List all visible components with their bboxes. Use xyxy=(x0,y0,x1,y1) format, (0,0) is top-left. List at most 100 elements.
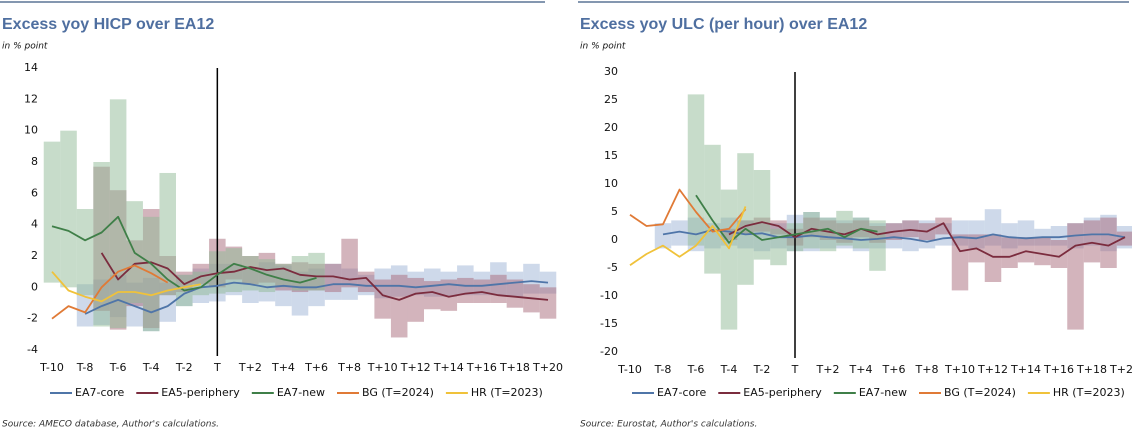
y-tick-label: -2 xyxy=(27,312,38,325)
x-tick-label: T xyxy=(213,361,221,374)
legend-label: BG (T=2024) xyxy=(944,386,1016,399)
range-band xyxy=(539,287,557,319)
range-band xyxy=(242,256,259,291)
chart-note: Source: Eurostat, Author's calculations. xyxy=(580,420,757,430)
y-tick-label: 10 xyxy=(24,124,38,137)
y-tick-label: 15 xyxy=(604,149,618,162)
x-tick-label: T+2 xyxy=(816,363,840,376)
x-tick-label: T-2 xyxy=(753,363,771,376)
range-band xyxy=(720,189,738,330)
range-band xyxy=(76,209,94,296)
series-line xyxy=(100,252,549,301)
chart-subtitle: in % point xyxy=(2,42,48,52)
y-tick-label: -5 xyxy=(607,261,618,274)
series-line xyxy=(695,194,878,244)
y-tick-label: -20 xyxy=(600,345,618,358)
series-line xyxy=(629,188,747,233)
legend-label: HR (T=2023) xyxy=(471,386,543,399)
y-tick-label: 4 xyxy=(31,218,38,231)
range-band xyxy=(457,277,474,303)
x-tick-label: T+4 xyxy=(271,361,295,374)
x-tick-label: T+20 xyxy=(1109,363,1132,376)
chart-note: Source: AMECO database, Author's calcula… xyxy=(2,420,219,430)
y-tick-label: 14 xyxy=(24,61,38,74)
range-band xyxy=(770,228,787,266)
x-tick-label: T+2 xyxy=(238,361,262,374)
y-tick-label: 8 xyxy=(31,155,38,168)
range-band xyxy=(43,141,61,283)
range-band xyxy=(1034,237,1051,266)
x-tick-label: T xyxy=(791,363,799,376)
x-tick-label: T+8 xyxy=(915,363,939,376)
range-band xyxy=(1083,220,1101,263)
range-band xyxy=(60,130,77,288)
range-band xyxy=(704,144,721,274)
range-band xyxy=(1067,223,1084,330)
series-line xyxy=(51,264,169,320)
x-tick-label: T+18 xyxy=(1076,363,1107,376)
range-band xyxy=(109,99,127,329)
x-tick-label: T+18 xyxy=(499,361,530,374)
range-band xyxy=(737,153,754,285)
x-tick-label: T+12 xyxy=(977,363,1008,376)
range-band xyxy=(506,279,524,308)
legend-label: EA5-periphery xyxy=(161,386,240,399)
range-band xyxy=(654,223,672,249)
x-tick-label: T-8 xyxy=(654,363,672,376)
series-line xyxy=(84,280,549,315)
legend-label: EA7-core xyxy=(657,386,707,399)
series-line xyxy=(728,221,1126,258)
range-band xyxy=(341,238,358,288)
series-line xyxy=(629,206,747,266)
y-tick-label: 0 xyxy=(31,280,38,293)
range-band xyxy=(1017,237,1035,263)
range-band xyxy=(308,252,325,291)
range-band xyxy=(869,220,886,271)
y-tick-label: 12 xyxy=(24,92,38,105)
range-band xyxy=(687,94,705,246)
range-band xyxy=(390,274,408,338)
range-band xyxy=(225,248,243,293)
y-tick-label: -15 xyxy=(600,317,618,330)
range-band xyxy=(803,212,820,249)
chart-subtitle: in % point xyxy=(580,42,626,52)
x-tick-label: T+12 xyxy=(400,361,431,374)
range-band xyxy=(984,234,1002,282)
range-band xyxy=(374,279,391,319)
range-band xyxy=(819,217,837,252)
range-band xyxy=(407,277,424,322)
range-band xyxy=(1001,237,1018,268)
chart-title: Excess yoy HICP over EA12 xyxy=(2,16,214,33)
range-band xyxy=(836,210,853,246)
x-tick-label: T-8 xyxy=(76,361,94,374)
range-band xyxy=(1100,217,1117,268)
x-tick-label: T-4 xyxy=(142,361,160,374)
legend-label: EA7-new xyxy=(277,386,325,399)
x-tick-label: T+6 xyxy=(882,363,906,376)
x-tick-label: T-4 xyxy=(720,363,738,376)
x-tick-label: T-10 xyxy=(39,361,64,374)
y-tick-label: 25 xyxy=(604,93,618,106)
y-tick-label: 5 xyxy=(611,205,618,218)
y-tick-label: 6 xyxy=(31,186,38,199)
range-band xyxy=(440,279,458,311)
range-band xyxy=(357,271,375,293)
range-band xyxy=(275,263,292,288)
y-tick-label: -4 xyxy=(27,343,38,356)
y-tick-label: 10 xyxy=(604,177,618,190)
range-band xyxy=(902,220,919,238)
range-band xyxy=(753,170,771,260)
x-tick-label: T+14 xyxy=(433,361,464,374)
y-tick-label: 20 xyxy=(604,121,618,134)
x-tick-label: T-10 xyxy=(617,363,642,376)
chart-title: Excess yoy ULC (per hour) over EA12 xyxy=(580,16,867,33)
range-band xyxy=(424,281,441,310)
x-tick-label: T-6 xyxy=(687,363,705,376)
x-tick-label: T+20 xyxy=(532,361,563,374)
range-band xyxy=(852,217,870,249)
x-tick-label: T+6 xyxy=(304,361,328,374)
series-line xyxy=(51,271,201,303)
y-tick-label: 30 xyxy=(604,65,618,78)
x-tick-label: T+8 xyxy=(337,361,361,374)
range-band xyxy=(951,234,969,291)
